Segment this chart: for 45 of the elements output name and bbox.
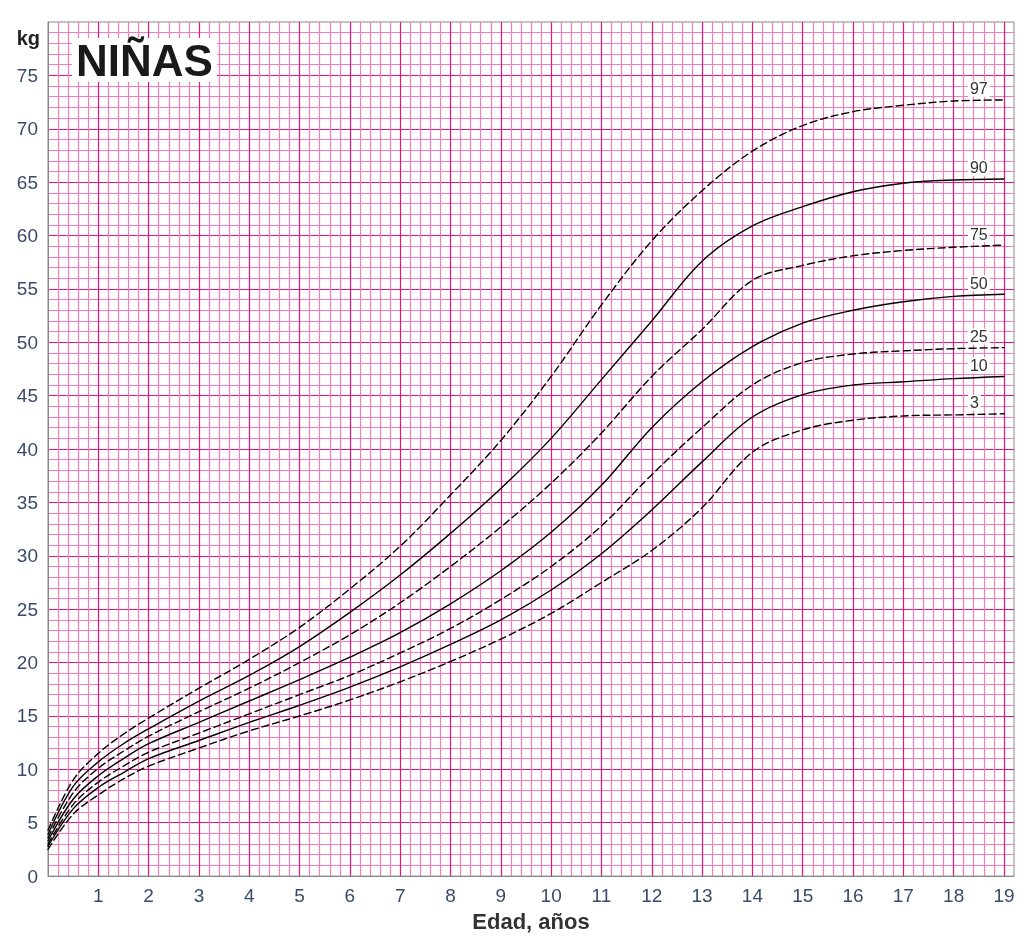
y-tick-label: 75	[16, 64, 38, 86]
y-tick-label: 35	[16, 491, 38, 513]
series-label: 50	[969, 274, 988, 292]
x-tick-label: 15	[792, 885, 814, 907]
x-tick-label: 8	[445, 885, 456, 907]
y-tick-label: 65	[16, 171, 38, 193]
y-tick-label: 20	[16, 652, 38, 674]
x-tick-label: 12	[641, 885, 663, 907]
x-tick-label: 7	[394, 885, 406, 907]
y-tick-label: 0	[27, 865, 38, 887]
x-tick-label: 6	[344, 885, 356, 907]
y-tick-label: 50	[16, 331, 38, 353]
y-tick-label: 40	[16, 438, 38, 460]
x-axis-title: Edad, años	[472, 908, 590, 934]
series-label: 10	[969, 356, 988, 374]
y-tick-label: 45	[16, 385, 38, 407]
y-tick-label: 60	[16, 225, 38, 247]
y-axis-title: kg	[16, 27, 40, 49]
series-label: 90	[969, 159, 988, 177]
x-tick-label: 1	[93, 885, 104, 907]
y-tick-label: 30	[16, 545, 38, 567]
y-tick-label: 5	[27, 812, 38, 834]
x-tick-label: 3	[193, 885, 205, 907]
x-tick-label: 17	[892, 885, 914, 907]
x-tick-label: 9	[495, 885, 507, 907]
x-tick-label: 19	[993, 885, 1015, 907]
y-tick-label: 25	[16, 598, 38, 620]
x-tick-label: 11	[591, 885, 612, 907]
y-tick-label: 15	[16, 705, 38, 727]
x-tick-label: 18	[943, 885, 965, 907]
y-tick-label: 55	[16, 278, 38, 300]
series-label: 97	[969, 80, 988, 98]
series-label: 3	[969, 394, 979, 412]
x-tick-label: 13	[691, 885, 713, 907]
x-tick-label: 2	[143, 885, 154, 907]
x-tick-label: 10	[540, 885, 562, 907]
chart-title: NIÑAS	[76, 35, 213, 85]
series-label: 75	[969, 225, 988, 243]
series-label: 25	[969, 328, 988, 346]
x-tick-label: 4	[243, 885, 255, 907]
y-tick-label: 70	[16, 118, 38, 140]
x-tick-label: 14	[741, 885, 764, 907]
y-tick-label: 10	[16, 758, 38, 780]
x-tick-label: 16	[842, 885, 864, 907]
x-tick-label: 5	[294, 885, 305, 907]
